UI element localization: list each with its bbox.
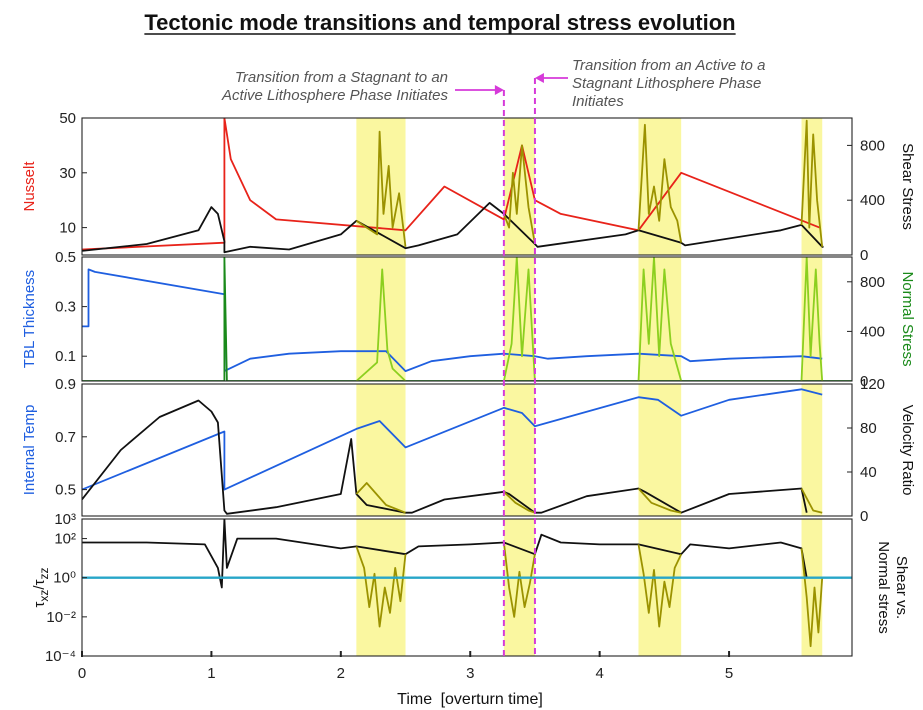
series-line-stress-ratio-3	[637, 544, 683, 628]
transition-label-2: Transition from an Active to a	[572, 57, 765, 74]
series-line-nusselt-shear-5	[800, 119, 824, 247]
active-phase-band-2-1	[638, 257, 682, 381]
series-line-temp-velocity-2	[355, 482, 406, 514]
left-axis-label: TBL Thickness	[21, 270, 38, 368]
series-line-temp-velocity-5	[800, 488, 823, 514]
left-axis-label: Nusselt	[21, 161, 38, 212]
transition-arrowhead-1	[494, 85, 504, 95]
left-tick-label: 10⁻²	[46, 609, 76, 626]
right-tick-label: 0	[860, 247, 868, 264]
right-tick-label: 400	[860, 323, 885, 340]
left-tick-label: 50	[59, 110, 76, 127]
series-line-nusselt-shear-3	[503, 144, 536, 245]
x-axis-label: Time [overturn time]	[397, 691, 543, 708]
x-axis: 0 1 2 3 4 5	[78, 651, 733, 682]
x-tick-label: 5	[725, 665, 733, 682]
right-axis-label-2: Normal stress	[875, 541, 892, 634]
active-phase-band-0-0	[356, 118, 406, 255]
series-group	[82, 388, 823, 515]
transition-label-2: Stagnant Lithosphere Phase	[572, 75, 761, 92]
series-line-nusselt-shear-1	[82, 201, 824, 254]
series-line-temp-velocity-0	[82, 388, 823, 491]
series-line-stress-ratio-0	[82, 519, 808, 589]
series-line-temp-velocity-1	[82, 399, 808, 515]
x-tick-label: 4	[595, 665, 603, 682]
right-tick-label: 80	[860, 420, 877, 437]
active-phase-band-3-2	[801, 384, 823, 516]
right-tick-label: 40	[860, 464, 877, 481]
right-axis-label: Shear Stress	[899, 143, 916, 230]
right-tick-label: 0	[860, 508, 868, 525]
panel-frame	[81, 256, 853, 382]
panel-frame	[81, 117, 853, 256]
active-phase-band-0-3	[356, 519, 406, 656]
series-group	[82, 118, 824, 254]
active-phase-highlights	[356, 118, 823, 656]
right-tick-label: 120	[860, 376, 885, 393]
left-axis-label: τxz/τzz	[31, 567, 51, 607]
x-tick-label: 1	[207, 665, 215, 682]
chart-title: Tectonic mode transitions and temporal s…	[144, 10, 735, 35]
right-tick-label: 800	[860, 274, 885, 291]
transition-label-1: Transition from a Stagnant to an	[235, 69, 448, 86]
transition-label-2: Initiates	[572, 93, 624, 110]
left-tick-label: 0.3	[55, 299, 76, 316]
series-line-temp-velocity-3	[503, 491, 536, 514]
left-tick-label: 10³	[54, 511, 76, 528]
right-axis-label: Shear vs.	[893, 556, 910, 619]
left-tick-label: 0.1	[55, 348, 76, 365]
series-line-temp-velocity-4	[637, 487, 682, 514]
transition-label-1: Active Lithosphere Phase Initiates	[221, 87, 448, 104]
panel-stress-ratio: 10³ 10² 10⁰ 10⁻² 10⁻⁴ τxz/τzz Shear vs.Normal …	[31, 511, 910, 665]
right-tick-label: 0	[860, 373, 868, 390]
left-tick-label: 10⁰	[53, 570, 76, 587]
series-line-tbl-normal-3	[503, 257, 536, 381]
right-axis-label: Normal Stress	[899, 271, 916, 366]
panel-frame	[81, 383, 853, 517]
right-axis-label: Velocity Ratio	[899, 405, 916, 496]
left-tick-label: 0.5	[55, 249, 76, 266]
panel-nusselt-shear: 50 30 10 800 400 0 Nusselt Shear Stress	[21, 110, 916, 264]
x-tick-label: 3	[466, 665, 474, 682]
series-line-tbl-normal-5	[800, 257, 824, 381]
x-tick-label: 2	[337, 665, 345, 682]
left-tick-label: 0.5	[55, 482, 76, 499]
panel-tbl-normal: 0.5 0.3 0.1 800 400 0 TBL Thickness Normal Stre…	[21, 249, 916, 390]
left-tick-label: 0.9	[55, 376, 76, 393]
series-line-nusselt-shear-4	[637, 123, 683, 243]
series-line-tbl-normal-2	[355, 268, 407, 381]
left-tick-label: 10⁻⁴	[45, 648, 76, 665]
left-axis-label: Internal Temp	[21, 405, 38, 496]
series-group	[82, 519, 852, 648]
left-tick-label: 0.7	[55, 429, 76, 446]
panel-temp-velocity: 0.9 0.7 0.5 120 80 40 0 Internal Temp Velocity R…	[21, 376, 916, 525]
active-phase-band-0-2	[356, 384, 406, 516]
series-line-tbl-normal-0	[82, 268, 823, 373]
series-line-nusselt-shear-2	[355, 130, 407, 247]
transition-arrowhead-2	[534, 73, 544, 83]
left-tick-label: 10²	[54, 531, 76, 548]
series-line-stress-ratio-2	[503, 542, 536, 618]
x-axis-label-main: Time	[397, 691, 432, 708]
left-tick-label: 30	[59, 165, 76, 182]
x-tick-label: 0	[78, 665, 86, 682]
left-tick-label: 10	[59, 220, 76, 237]
series-line-nusselt-shear-0	[82, 118, 820, 251]
series-line-stress-ratio-1	[355, 546, 407, 628]
panel-frame	[81, 518, 853, 657]
right-tick-label: 800	[860, 137, 885, 154]
series-group	[82, 257, 852, 381]
x-axis-label-unit: [overturn time]	[441, 691, 543, 708]
series-line-tbl-normal-4	[637, 257, 683, 381]
right-tick-label: 400	[860, 192, 885, 209]
active-phase-band-2-2	[638, 384, 682, 516]
series-line-stress-ratio-4	[800, 548, 824, 648]
series-line-tbl-normal-1	[82, 257, 852, 381]
